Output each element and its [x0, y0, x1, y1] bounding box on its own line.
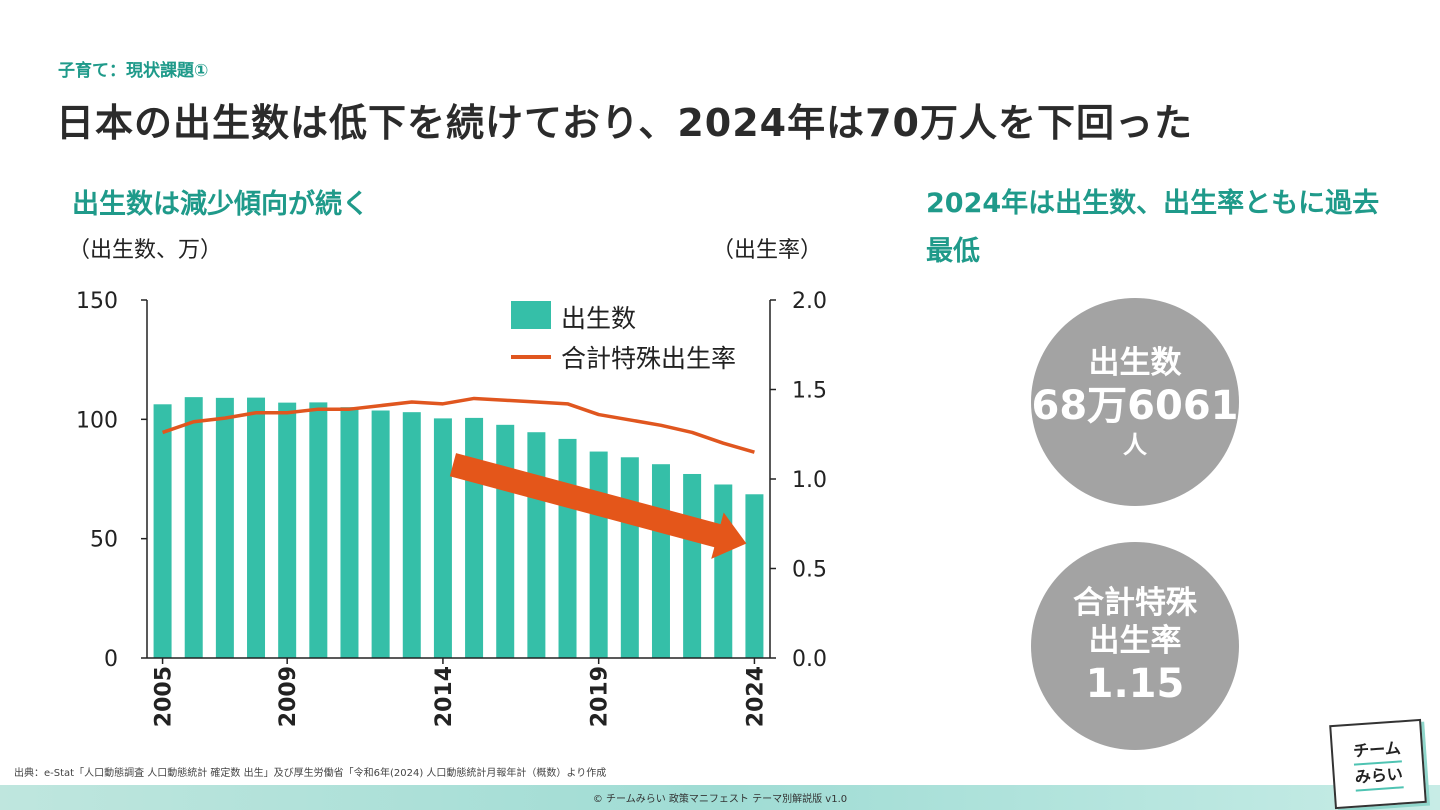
footer-copyright: © チームみらい 政策マニフェスト テーマ別解説版 v1.0 [592, 794, 848, 805]
tfr-stat-value: 1.15 [1085, 661, 1185, 707]
right-axis-label: （出生率） [712, 238, 822, 263]
bar-2012 [371, 410, 390, 658]
x-tick-2024: 2024 [743, 666, 768, 727]
right-tick-1.0: 1.0 [792, 468, 827, 493]
x-tick-2005: 2005 [152, 666, 177, 727]
stats-subtitle: 2024年は出生数、出生率ともに過去最低 [926, 188, 1380, 267]
trend-arrow-shape [449, 453, 747, 559]
bar-2017 [527, 432, 546, 658]
x-tick-2019: 2019 [588, 666, 613, 727]
bar-2023 [714, 484, 733, 658]
right-tick-1.5: 1.5 [792, 379, 827, 404]
logo-line1: チーム [1352, 736, 1402, 766]
page-title: 日本の出生数は低下を続けており、2024年は70万人を下回った [56, 101, 1193, 145]
legend-label-tfr: 合計特殊出生率 [561, 344, 736, 373]
tfr-stat-label-line1: 合計特殊 [1073, 585, 1197, 621]
bar-2020 [620, 457, 639, 658]
left-tick-50: 50 [90, 528, 118, 553]
legend-label-births: 出生数 [561, 304, 636, 333]
left-tick-0: 0 [104, 647, 118, 672]
bar-2010 [309, 402, 328, 658]
bar-2014 [433, 418, 452, 658]
x-tick-2009: 2009 [276, 666, 301, 727]
right-tick-2.0: 2.0 [792, 289, 827, 314]
births-stat-unit: 人 [1123, 431, 1147, 459]
births-stat-circle: 出生数 68万6061 人 [1031, 298, 1239, 506]
tfr-stat-label-line2: 出生率 [1088, 623, 1182, 659]
left-tick-150: 150 [76, 289, 118, 314]
bar-2009 [278, 402, 297, 658]
left-axis-label: （出生数、万） [68, 238, 222, 263]
chart-subtitle: 出生数は減少傾向が続く [72, 189, 369, 220]
births-chart: （出生数、万） （出生率） 150 100 50 0 2.0 1.5 1.0 0.5 0.0 2005… [68, 238, 827, 727]
births-stat-value: 68万6061 [1031, 383, 1239, 429]
bar-2006 [184, 397, 203, 658]
trend-arrow [449, 453, 747, 559]
right-tick-0.0: 0.0 [792, 647, 827, 672]
bar-2005 [153, 404, 172, 658]
footer-band [0, 785, 1440, 810]
eyebrow-label: 子育て：現状課題① [58, 61, 209, 81]
bar-2013 [402, 412, 421, 658]
bar-2007 [215, 397, 234, 658]
bar-2019 [589, 451, 608, 658]
tfr-line [162, 396, 755, 454]
bar-2024 [745, 494, 764, 658]
bar-2018 [558, 438, 577, 658]
left-tick-100: 100 [76, 408, 118, 433]
source-note: 出典：e-Stat「人口動態調査 人口動態統計 確定数 出生」及び厚生労働省「令… [14, 768, 607, 779]
bar-2015 [465, 417, 484, 658]
team-mirai-logo: チーム みらい [1329, 718, 1427, 810]
x-tick-2014: 2014 [432, 666, 457, 727]
bar-2008 [247, 397, 266, 658]
legend-swatch-births [511, 301, 551, 329]
bar-2022 [683, 473, 702, 658]
logo-line2: みらい [1354, 762, 1404, 792]
births-stat-label: 出生数 [1088, 345, 1182, 381]
bar-2011 [340, 407, 359, 658]
tfr-stat-circle: 合計特殊 出生率 1.15 [1031, 542, 1239, 750]
right-tick-0.5: 0.5 [792, 558, 827, 583]
bar-2021 [651, 464, 670, 658]
bar-2016 [496, 424, 515, 658]
